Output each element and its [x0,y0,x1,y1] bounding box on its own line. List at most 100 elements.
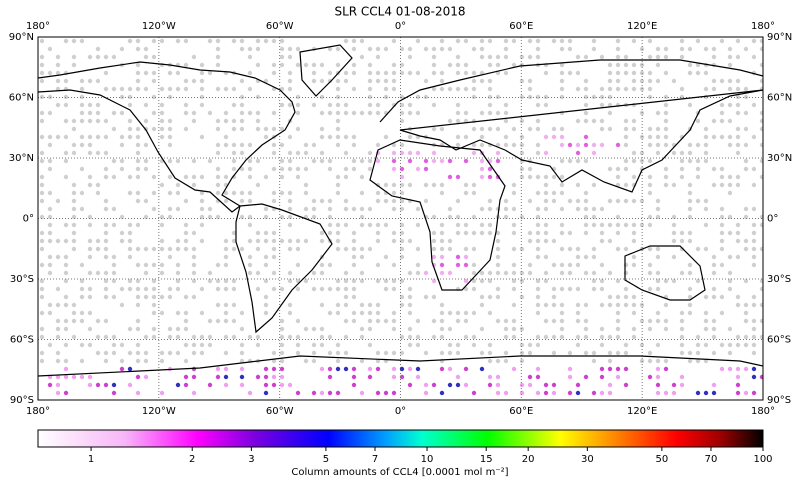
dot [471,46,477,52]
y-tick-label-right: 60°N [767,93,792,104]
dot [487,86,493,92]
dot [503,198,509,204]
dot [215,166,221,172]
dot [567,374,573,380]
dot [191,246,197,252]
dot [615,54,621,60]
dot [431,238,437,244]
dot [319,326,325,332]
dot [487,198,493,204]
dot [423,198,429,204]
dot [423,390,429,396]
dot [175,262,181,268]
dot [367,366,373,372]
dot [391,278,397,284]
dot [543,278,549,284]
dot [263,294,269,300]
dot [479,302,485,308]
dot [687,198,693,204]
dot [247,190,253,196]
dot [159,134,165,140]
dot [687,62,693,68]
dot [455,110,461,116]
dot [495,254,501,260]
dot [207,158,213,164]
dot [759,118,763,124]
dot [207,334,213,340]
dot [655,206,661,212]
dot [143,142,149,148]
dot [103,70,109,76]
dot [135,222,141,228]
dot [647,326,653,332]
dot [303,278,309,284]
dot [167,86,173,92]
dot [623,342,629,348]
dot [207,318,213,324]
dot [359,206,365,212]
dot [671,230,677,236]
dot [55,390,61,396]
dot [679,86,685,92]
dot [503,390,509,396]
dot [663,302,669,308]
dot [343,206,349,212]
dot [351,286,357,292]
dot [215,302,221,308]
dot [735,302,741,308]
dot [727,46,733,52]
dot [95,78,101,84]
dot [471,286,477,292]
dot [559,78,565,84]
dot [111,270,117,276]
dot [335,278,341,284]
dot [71,150,77,156]
dot [407,342,413,348]
dot [159,126,165,132]
dot [439,78,445,84]
dot [543,334,549,340]
dot [175,278,181,284]
dot [567,70,573,76]
dot [383,254,389,260]
dot [359,38,365,44]
dot [103,254,109,260]
dot [279,190,285,196]
dot [319,302,325,308]
dot [535,222,541,228]
dot [327,110,333,116]
dot [495,142,501,148]
dot [239,350,245,356]
dot [719,206,725,212]
dot [655,142,661,148]
dot [543,302,549,308]
dot [135,62,141,68]
dot [711,326,717,332]
dot [327,334,333,340]
dot [375,222,381,228]
dot [655,374,661,380]
dot [719,118,725,124]
dot [119,110,125,116]
dot [695,142,701,148]
dot [591,182,597,188]
dot [175,182,181,188]
dot [567,142,573,148]
dot [583,78,589,84]
dot [751,390,757,396]
dot [351,238,357,244]
dot [71,182,77,188]
dot [343,334,349,340]
dot [615,334,621,340]
dot [607,166,613,172]
dot [631,118,637,124]
dot [223,278,229,284]
dot [87,118,93,124]
dot [63,174,69,180]
colorbar-tick-label: 15 [480,454,493,465]
dot [303,142,309,148]
dot [543,198,549,204]
dot [519,350,525,356]
australia [624,245,706,301]
dot [439,70,445,76]
